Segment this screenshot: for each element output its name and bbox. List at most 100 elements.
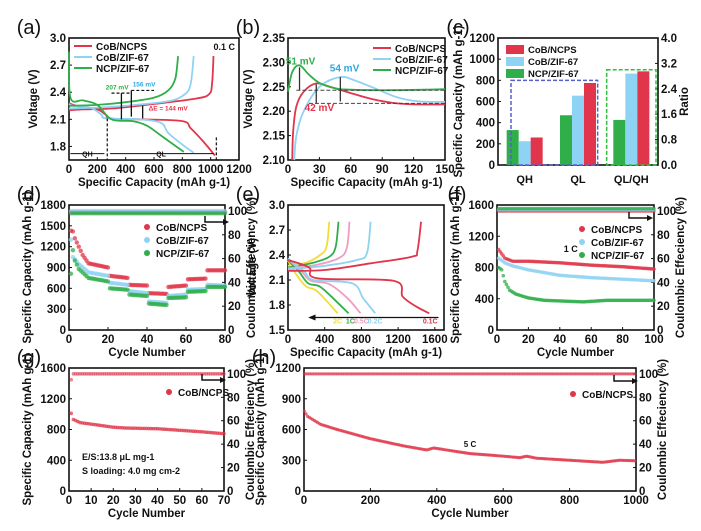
legend-label: CoB/ZIF-67 bbox=[96, 53, 149, 64]
y-tick-label: 1600 bbox=[40, 363, 66, 375]
y-tick-label: 800 bbox=[47, 425, 66, 437]
y2-tick-label: 0 bbox=[657, 325, 663, 337]
x-tick-label: 1600 bbox=[422, 334, 448, 346]
x-tick-label: 80 bbox=[219, 334, 232, 346]
data-point bbox=[203, 288, 208, 294]
series-line-discharge bbox=[287, 260, 339, 314]
y-tick-label: 2.7 bbox=[269, 225, 285, 237]
y2-tick-label: 40 bbox=[227, 439, 240, 451]
legend-marker bbox=[570, 391, 576, 397]
y-tick-label: 1200 bbox=[40, 242, 66, 254]
annot-42: 42 mV bbox=[305, 103, 335, 114]
y-tick-label: 1500 bbox=[40, 221, 66, 233]
category-label: QH bbox=[516, 174, 533, 186]
y-tick-label: 2.4 bbox=[269, 250, 286, 262]
legend-label: CoB/ZIF-67 bbox=[528, 57, 578, 68]
y2-axis-label: Ratio bbox=[679, 87, 691, 116]
data-point bbox=[633, 459, 637, 463]
x-tick-label: 0 bbox=[66, 495, 72, 507]
x-tick-label: 60 bbox=[180, 334, 193, 346]
data-point bbox=[70, 247, 76, 253]
data-point bbox=[68, 237, 74, 242]
chart-a: 0 200 400 600 800 1000 1200 1.8 2.1 2.4 2.7 3.0 Spec… bbox=[17, 17, 252, 189]
bar bbox=[530, 137, 543, 165]
bar bbox=[518, 141, 531, 165]
bar bbox=[625, 73, 638, 165]
arrow-head bbox=[632, 378, 638, 384]
y2-tick-label: 1.6 bbox=[661, 109, 677, 121]
data-point bbox=[304, 412, 308, 416]
legend-label: CoB/ZIF-67 bbox=[591, 238, 644, 249]
data-point bbox=[144, 293, 150, 299]
data-point bbox=[503, 279, 507, 284]
ce-point bbox=[633, 372, 637, 376]
chart-e: 0 400 800 1200 1600 1.5 1.8 2.1 2.4 2.7 3.0 Specifi… bbox=[236, 184, 448, 359]
y-tick-label: 800 bbox=[476, 75, 495, 87]
x-axis-label: Cycle Number bbox=[108, 508, 186, 520]
series-line-charge bbox=[287, 221, 422, 272]
x-tick-label: 50 bbox=[173, 495, 186, 507]
category-label: QL/QH bbox=[614, 174, 649, 186]
bar bbox=[572, 95, 584, 165]
series-line-charge bbox=[287, 221, 372, 271]
legend-label: NCP/ZIF-67 bbox=[395, 66, 449, 77]
data-point bbox=[105, 265, 111, 270]
legend-marker bbox=[144, 237, 150, 243]
y-tick-label: 0 bbox=[295, 486, 301, 498]
rate-legend-2C: 2C bbox=[333, 318, 342, 325]
legend-label: CoB/ZIF-67 bbox=[395, 55, 448, 66]
x-tick-label: 400 bbox=[427, 495, 446, 507]
annot-54: 54 mV bbox=[330, 64, 360, 75]
x-tick-label: 600 bbox=[144, 164, 163, 176]
data-point bbox=[652, 278, 656, 283]
annot-156: 156 mV bbox=[133, 82, 156, 89]
x-tick-label: 0 bbox=[301, 495, 307, 507]
plot-frame bbox=[303, 367, 637, 492]
legend-marker bbox=[579, 252, 585, 258]
x-tick-label: 150 bbox=[435, 164, 454, 176]
ratio-dash-box bbox=[605, 69, 657, 166]
y-tick-label: 2.25 bbox=[263, 82, 286, 94]
y-tick-label: 400 bbox=[475, 294, 494, 306]
x-tick-label: 800 bbox=[560, 495, 579, 507]
y-tick-label: 3.0 bbox=[269, 200, 285, 212]
data-point bbox=[69, 411, 74, 416]
rate-label: 0.1 C bbox=[213, 42, 235, 52]
legend-label: CoB/NCPS bbox=[395, 44, 446, 55]
series-line-discharge bbox=[68, 102, 216, 157]
ce-axis-arrow bbox=[628, 212, 647, 219]
rate-legend-1C: 1C bbox=[346, 318, 355, 325]
data-point bbox=[125, 287, 130, 292]
legend-label: CoB/NCPS bbox=[582, 390, 633, 401]
x-tick-label: 1200 bbox=[385, 334, 411, 346]
x-tick-label: 0 bbox=[66, 164, 72, 176]
data-point bbox=[506, 285, 510, 290]
y-tick-label: 1200 bbox=[40, 394, 66, 406]
y-tick-label: 1.5 bbox=[269, 325, 286, 337]
panel-label: (d) bbox=[17, 184, 41, 206]
y-tick-label: 600 bbox=[476, 97, 495, 109]
x-tick-label: 90 bbox=[376, 164, 389, 176]
data-point bbox=[164, 302, 169, 308]
y2-tick-label: 2.4 bbox=[661, 84, 678, 96]
y2-tick-label: 0.0 bbox=[661, 160, 677, 172]
x-tick-label: 60 bbox=[195, 495, 208, 507]
y-tick-label: 1000 bbox=[469, 54, 495, 66]
ce-point bbox=[652, 206, 656, 211]
y-tick-label: 1600 bbox=[468, 200, 494, 212]
data-point bbox=[203, 276, 208, 281]
y-tick-label: 900 bbox=[47, 263, 66, 275]
ce-point bbox=[222, 211, 228, 216]
legend-label: NCP/ZIF-67 bbox=[156, 249, 210, 260]
bar bbox=[637, 71, 650, 165]
y-tick-label: 900 bbox=[282, 394, 301, 406]
ce-axis-arrow bbox=[613, 375, 632, 382]
y-tick-label: 2.1 bbox=[269, 275, 286, 287]
y2-tick-label: 100 bbox=[639, 369, 658, 381]
y2-tick-label: 20 bbox=[227, 463, 240, 475]
x-tick-label: 60 bbox=[344, 164, 357, 176]
x-axis-label: Specific Capacity (mAh g-1) bbox=[290, 347, 442, 359]
x-tick-label: 70 bbox=[218, 495, 231, 507]
data-point bbox=[72, 258, 78, 263]
